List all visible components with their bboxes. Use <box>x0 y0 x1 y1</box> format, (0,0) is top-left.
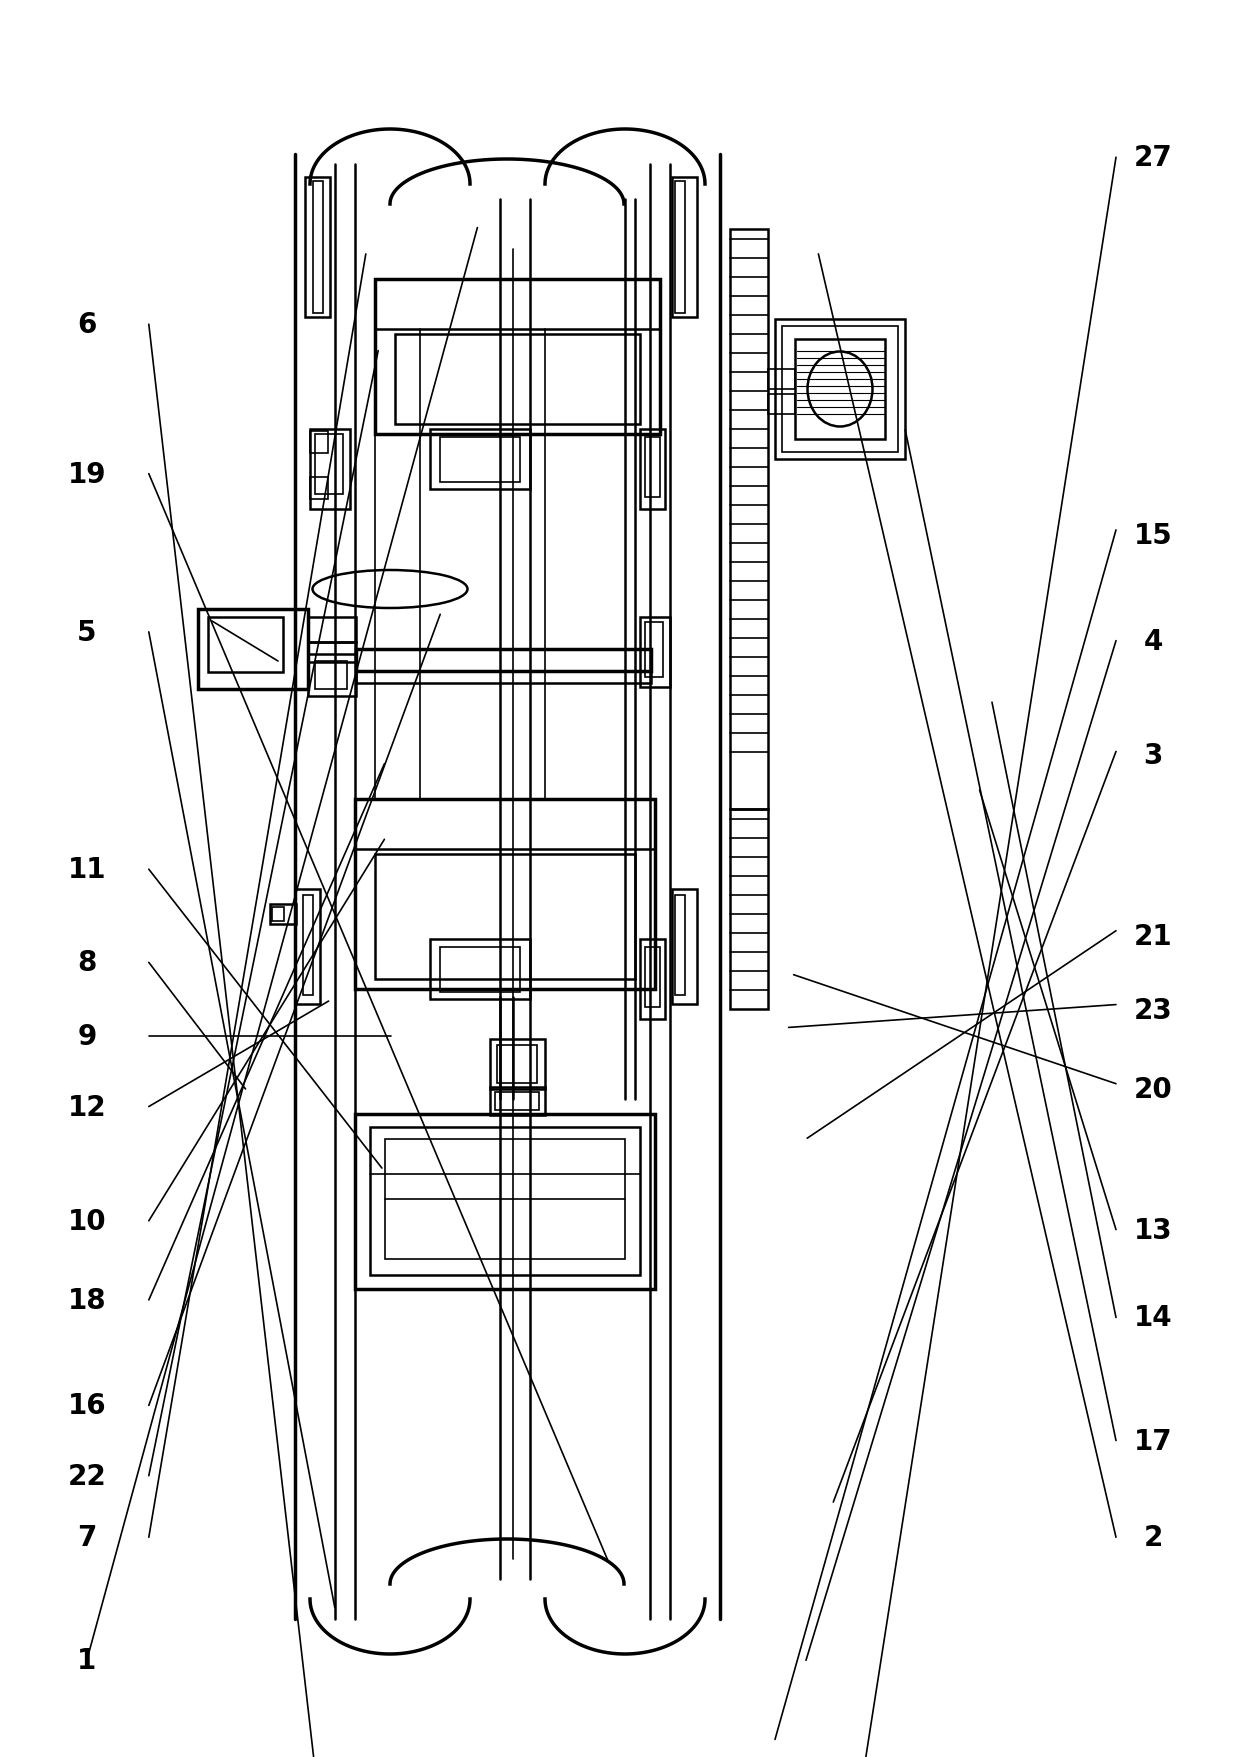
Bar <box>374 854 635 979</box>
Bar <box>295 889 320 1005</box>
Bar <box>645 947 660 1007</box>
Text: 13: 13 <box>1133 1216 1173 1244</box>
Bar <box>312 183 322 315</box>
Bar <box>384 1139 625 1260</box>
Bar <box>672 177 697 318</box>
Bar <box>782 327 898 453</box>
Text: 3: 3 <box>1143 741 1163 770</box>
Text: 18: 18 <box>67 1286 107 1314</box>
Bar <box>768 369 795 390</box>
Text: 17: 17 <box>1133 1427 1173 1455</box>
Bar <box>440 437 520 483</box>
Text: 10: 10 <box>67 1207 107 1235</box>
Text: 4: 4 <box>1143 627 1163 655</box>
Bar <box>730 810 768 1010</box>
Bar <box>795 339 885 439</box>
Bar <box>308 618 356 643</box>
Bar <box>497 1045 537 1084</box>
Text: 12: 12 <box>67 1093 107 1121</box>
Bar <box>308 655 356 696</box>
Text: 19: 19 <box>67 460 107 488</box>
Bar <box>768 395 795 415</box>
Bar <box>370 1128 640 1276</box>
Bar <box>675 183 684 315</box>
Bar <box>315 662 347 689</box>
Bar <box>308 643 356 662</box>
Text: 14: 14 <box>1133 1304 1173 1332</box>
Bar <box>356 671 651 683</box>
Bar <box>208 618 283 673</box>
Bar <box>310 430 350 510</box>
Bar <box>490 1088 546 1116</box>
Bar <box>355 799 655 989</box>
Bar <box>303 896 312 996</box>
Bar <box>198 610 308 689</box>
Text: 5: 5 <box>77 618 97 647</box>
Text: 11: 11 <box>67 856 107 884</box>
Text: 1: 1 <box>77 1646 97 1674</box>
Text: 20: 20 <box>1133 1075 1173 1103</box>
Bar <box>675 896 684 996</box>
Text: 2: 2 <box>1143 1523 1163 1551</box>
Bar <box>270 905 296 924</box>
Text: 7: 7 <box>77 1523 97 1551</box>
Bar <box>672 889 697 1005</box>
Bar <box>315 434 343 495</box>
Text: 6: 6 <box>77 311 97 339</box>
Bar <box>640 940 665 1019</box>
Bar <box>272 907 284 921</box>
Bar <box>640 430 665 510</box>
Text: 9: 9 <box>77 1023 97 1051</box>
Bar <box>430 430 529 490</box>
Text: 16: 16 <box>67 1392 107 1420</box>
Bar <box>374 279 660 434</box>
Bar <box>396 336 640 425</box>
Bar <box>440 947 520 993</box>
Bar <box>645 437 660 497</box>
Text: 8: 8 <box>77 949 97 977</box>
Bar <box>775 320 905 460</box>
Bar <box>430 940 529 1000</box>
Bar <box>495 1093 539 1110</box>
Bar <box>310 478 329 499</box>
Text: 21: 21 <box>1133 922 1173 951</box>
Bar <box>490 1040 546 1089</box>
Text: 15: 15 <box>1133 522 1173 550</box>
Text: 23: 23 <box>1133 996 1173 1024</box>
Bar <box>355 1114 655 1290</box>
Bar <box>356 650 651 671</box>
Bar <box>645 622 663 678</box>
Bar <box>305 177 330 318</box>
Text: 27: 27 <box>1133 144 1173 172</box>
Text: 22: 22 <box>67 1462 107 1490</box>
Bar <box>730 230 768 810</box>
Bar <box>310 432 329 453</box>
Bar <box>640 618 670 687</box>
